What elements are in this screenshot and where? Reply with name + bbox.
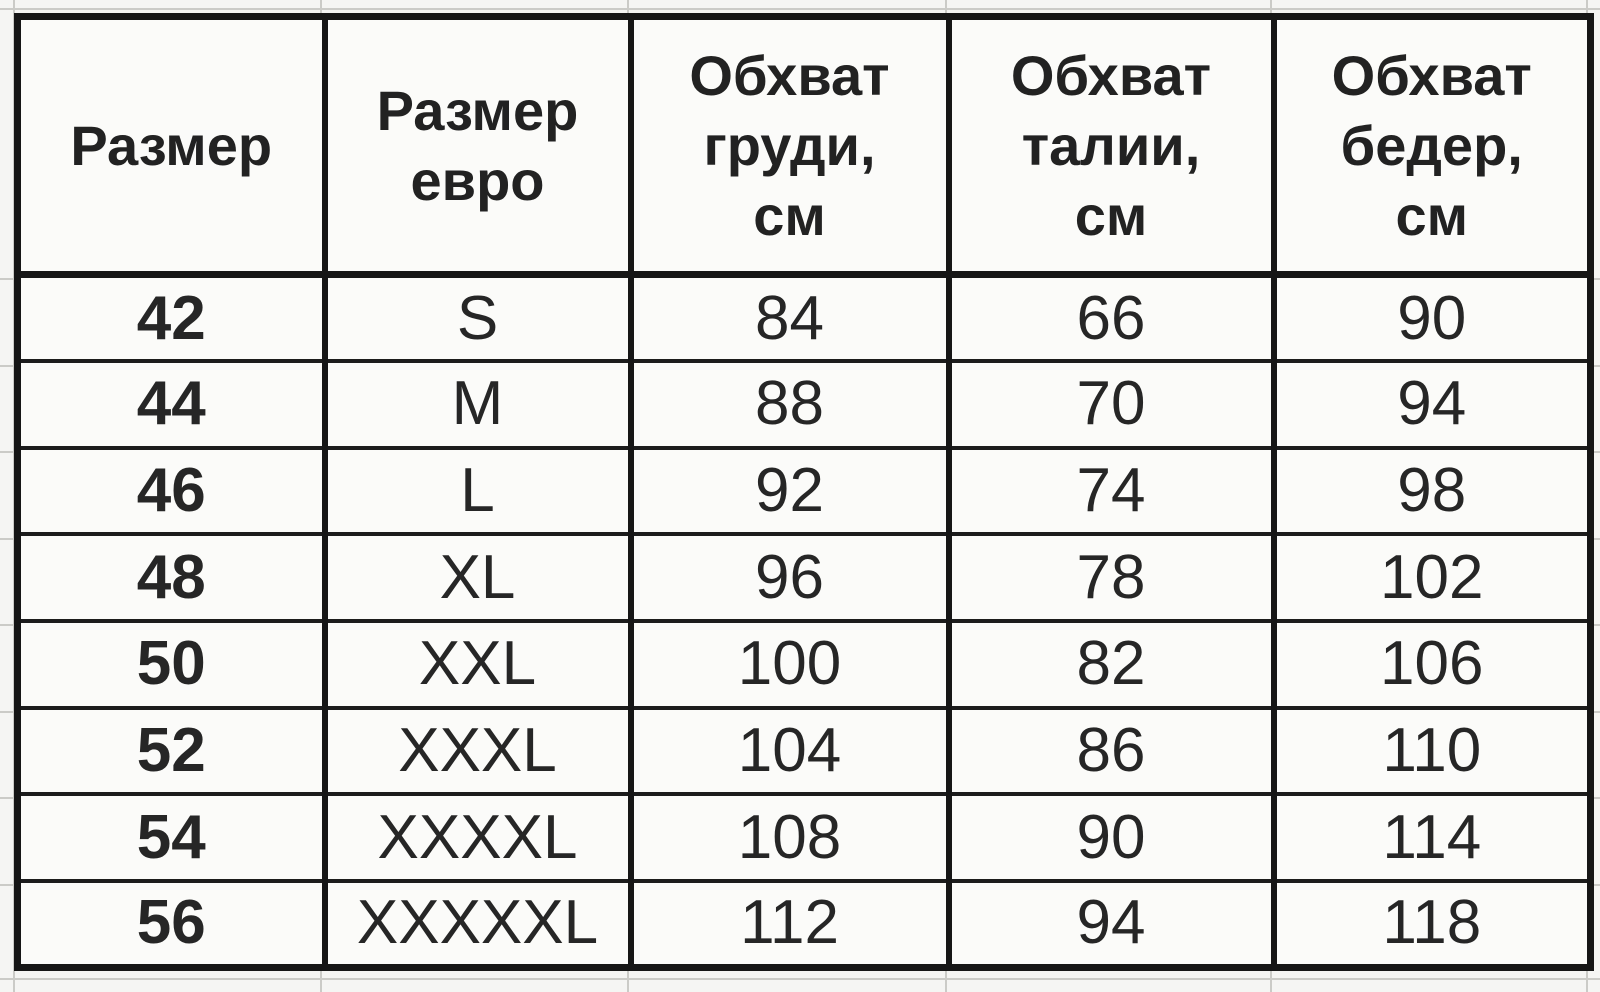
cell-euro-size: XXXL (321, 705, 631, 795)
cell-chest: 84 (627, 272, 949, 362)
cell-euro-size: XXXXL (321, 792, 631, 881)
cell-size: 54 (17, 792, 325, 881)
cell-hips: 90 (1270, 272, 1591, 362)
cell-size: 52 (17, 705, 325, 795)
table-row: 50 XXL 100 82 106 (17, 619, 1591, 708)
column-header-label: Обхват груди, см (689, 43, 890, 247)
cell-waist: 66 (945, 272, 1274, 362)
cell-euro-size: S (321, 272, 631, 362)
column-header-waist: Обхват талии, см (945, 16, 1274, 278)
cell-waist: 86 (945, 705, 1274, 795)
cell-size: 42 (17, 272, 325, 362)
table-row: 48 XL 96 78 102 (17, 532, 1591, 621)
cell-hips: 94 (1270, 359, 1591, 448)
cell-hips: 98 (1270, 445, 1591, 535)
cell-waist: 94 (945, 878, 1274, 968)
cell-hips: 106 (1270, 619, 1591, 708)
cell-hips: 114 (1270, 792, 1591, 881)
cell-waist: 74 (945, 445, 1274, 535)
column-header-label: Обхват талии, см (1010, 43, 1212, 247)
column-header-label: Размер евро (376, 78, 579, 212)
column-header-size: Размер (17, 16, 325, 278)
cell-chest: 88 (627, 359, 949, 448)
cell-chest: 104 (627, 705, 949, 795)
cell-hips: 118 (1270, 878, 1591, 968)
cell-chest: 96 (627, 532, 949, 621)
column-header-label: Обхват бедер, см (1331, 43, 1532, 247)
cell-chest: 112 (627, 878, 949, 968)
table-row: 42 S 84 66 90 (17, 272, 1591, 362)
cell-hips: 102 (1270, 532, 1591, 621)
table-row: 56 XXXXXL 112 94 118 (17, 878, 1591, 968)
cell-waist: 90 (945, 792, 1274, 881)
cell-size: 56 (17, 878, 325, 968)
column-header-hips: Обхват бедер, см (1270, 16, 1591, 278)
cell-chest: 108 (627, 792, 949, 881)
column-header-chest: Обхват груди, см (627, 16, 949, 278)
cell-waist: 82 (945, 619, 1274, 708)
table-row: 46 L 92 74 98 (17, 445, 1591, 535)
table-row: 54 XXXXL 108 90 114 (17, 792, 1591, 881)
cell-size: 48 (17, 532, 325, 621)
cell-waist: 78 (945, 532, 1274, 621)
cell-size: 44 (17, 359, 325, 448)
table-row: 52 XXXL 104 86 110 (17, 705, 1591, 795)
cell-euro-size: XXL (321, 619, 631, 708)
gridline-horizontal (0, 978, 1600, 980)
cell-size: 46 (17, 445, 325, 535)
size-chart-table: Размер Размер евро Обхват груди, см Обхв… (14, 13, 1594, 971)
table-row: 44 M 88 70 94 (17, 359, 1591, 448)
cell-euro-size: XXXXXL (321, 878, 631, 968)
cell-size: 50 (17, 619, 325, 708)
cell-euro-size: XL (321, 532, 631, 621)
gridline-horizontal (0, 8, 1600, 10)
header-row: Размер Размер евро Обхват груди, см Обхв… (17, 16, 1591, 278)
cell-chest: 92 (627, 445, 949, 535)
cell-waist: 70 (945, 359, 1274, 448)
column-header-label: Размер (70, 113, 273, 177)
column-header-euro-size: Размер евро (321, 16, 631, 278)
cell-hips: 110 (1270, 705, 1591, 795)
cell-euro-size: L (321, 445, 631, 535)
cell-euro-size: M (321, 359, 631, 448)
cell-chest: 100 (627, 619, 949, 708)
